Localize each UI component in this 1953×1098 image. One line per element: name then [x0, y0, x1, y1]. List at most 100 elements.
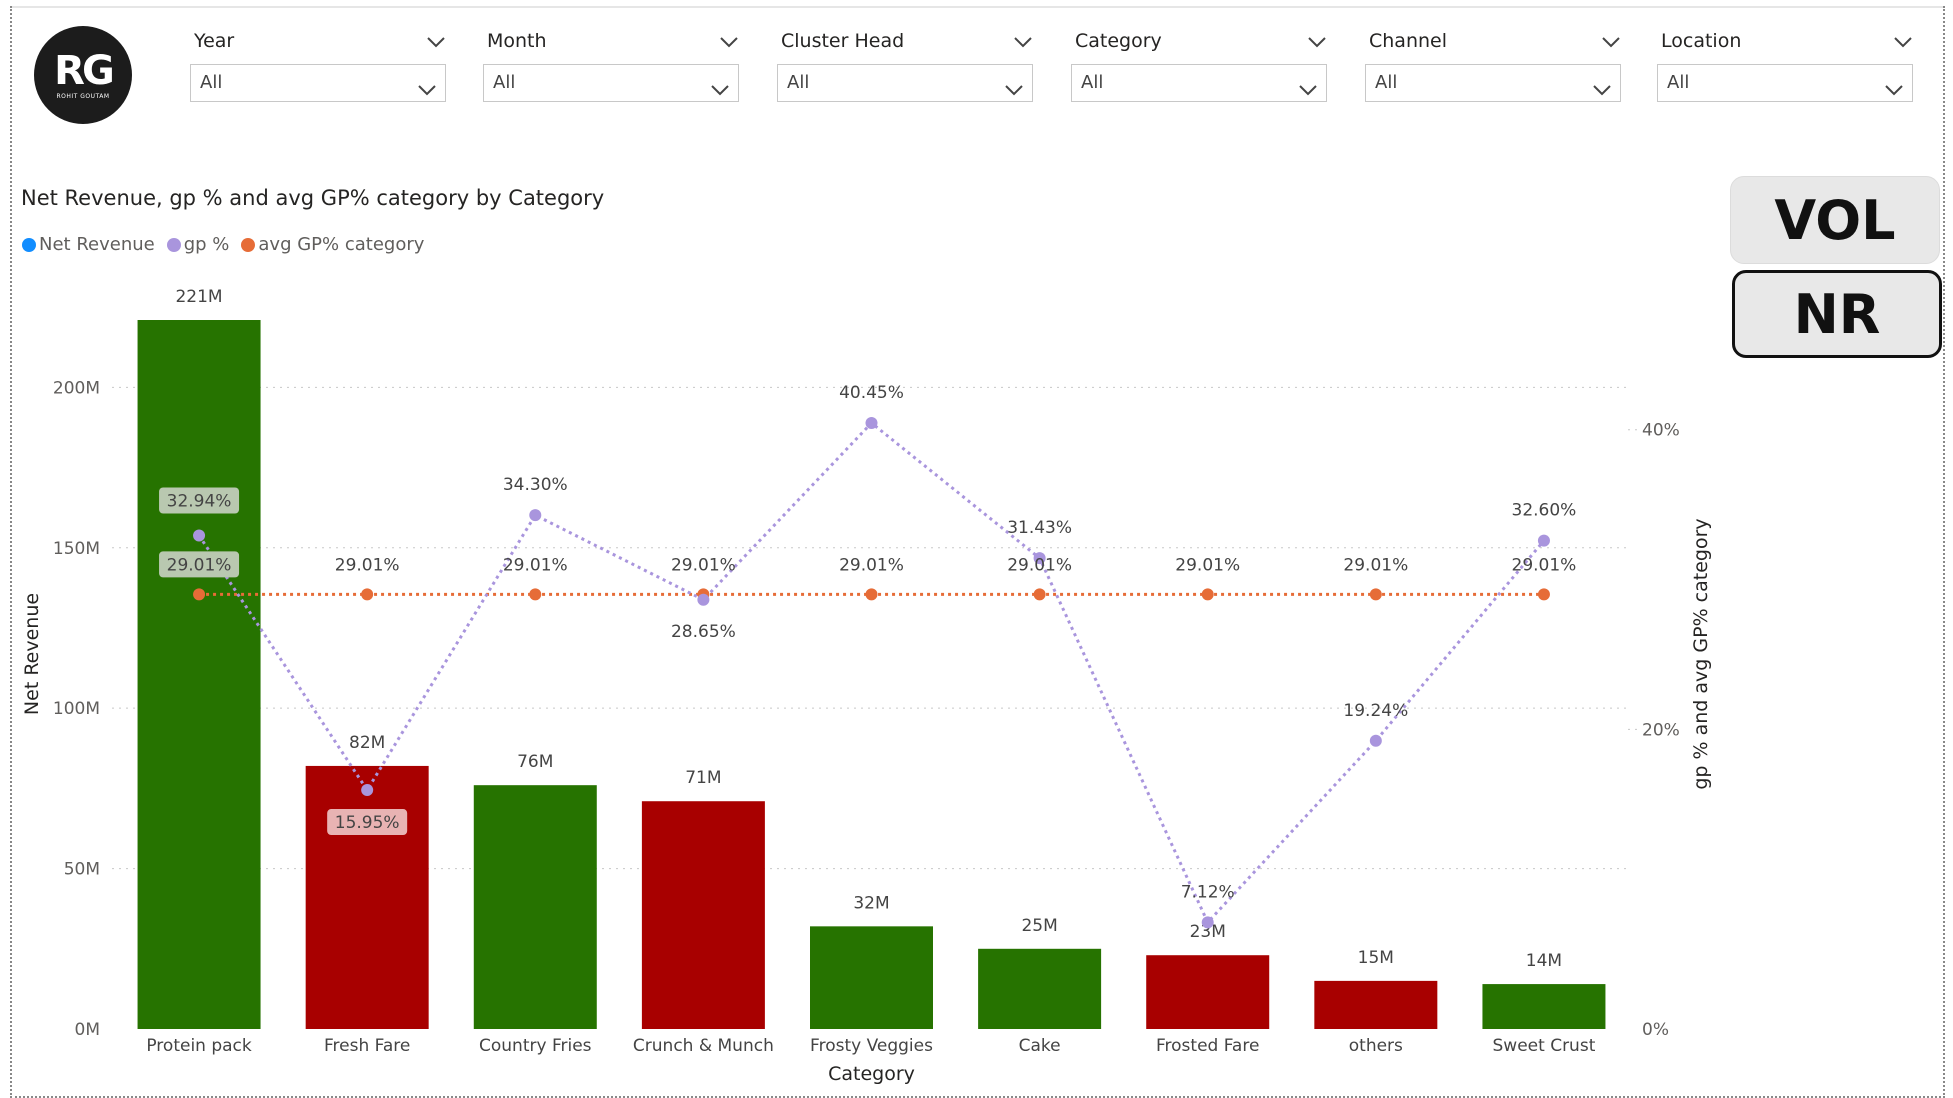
slicer-value-year: All — [200, 72, 223, 93]
avg-gp-point — [1369, 588, 1382, 601]
avg-gp-point — [1201, 588, 1214, 601]
slicer-header-month[interactable]: Month — [483, 26, 741, 56]
chevron-down-icon[interactable] — [710, 74, 730, 110]
bar — [137, 320, 261, 1029]
bar — [473, 785, 597, 1029]
avg-gp-data-label: 29.01% — [1512, 555, 1577, 575]
avg-gp-point — [1537, 588, 1550, 601]
avg-gp-point — [865, 588, 878, 601]
bar — [641, 801, 765, 1029]
logo-mark: RG — [54, 47, 115, 94]
slicer-dropdown-channel[interactable]: All — [1365, 64, 1621, 102]
vol-toggle-button[interactable]: VOL — [1730, 176, 1940, 264]
chevron-down-icon[interactable] — [1004, 74, 1024, 110]
x-tick-label: Country Fries — [479, 1036, 592, 1056]
x-tick-label: Cake — [1019, 1036, 1061, 1056]
chevron-down-icon[interactable] — [1307, 28, 1327, 58]
slicer-header-category[interactable]: Category — [1071, 26, 1329, 56]
chevron-down-icon[interactable] — [1601, 28, 1621, 58]
x-tick-label: Protein pack — [146, 1036, 252, 1056]
chevron-down-icon[interactable] — [1298, 74, 1318, 110]
slicer-value-category: All — [1081, 72, 1104, 93]
bar-data-label: 71M — [685, 768, 721, 788]
gp-point — [1369, 734, 1382, 747]
legend-label-gp-percent: gp % — [183, 234, 230, 255]
slicer-label-location: Location — [1661, 30, 1742, 52]
slicer-dropdown-month[interactable]: All — [483, 64, 739, 102]
slicer-header-year[interactable]: Year — [190, 26, 448, 56]
bar-data-label: 82M — [349, 733, 385, 753]
bar — [810, 926, 933, 1029]
logo: RG ROHIT GOUTAM — [34, 26, 132, 124]
bar-data-label: 221M — [175, 287, 222, 307]
y-axis-title: Net Revenue — [21, 593, 43, 715]
slicer-channel: Channel All — [1365, 26, 1623, 106]
slicer-label-month: Month — [487, 30, 547, 52]
chevron-down-icon[interactable] — [1884, 74, 1904, 110]
gp-point — [1537, 534, 1550, 547]
legend-item-net-revenue[interactable]: Net Revenue — [22, 234, 155, 255]
slicer-location: Location All — [1657, 26, 1915, 106]
slicer-header-location[interactable]: Location — [1657, 26, 1915, 56]
chevron-down-icon[interactable] — [417, 74, 437, 110]
slicer-header-cluster-head[interactable]: Cluster Head — [777, 26, 1035, 56]
y-tick-label: 50M — [64, 860, 100, 880]
gp-data-label: 34.30% — [503, 475, 568, 495]
gp-data-label: 32.94% — [167, 492, 232, 512]
avg-gp-data-label: 29.01% — [1007, 555, 1072, 575]
y2-tick-label: 0% — [1642, 1020, 1669, 1040]
slicer-dropdown-cluster-head[interactable]: All — [777, 64, 1033, 102]
avg-gp-data-label: 29.01% — [1343, 555, 1408, 575]
logo-subtitle: ROHIT GOUTAM — [56, 92, 110, 100]
y-tick-label: 0M — [75, 1020, 100, 1040]
bar-data-label: 32M — [853, 893, 889, 913]
avg-gp-data-label: 29.01% — [671, 555, 736, 575]
legend-dot-avg-gp-category — [241, 237, 256, 252]
gp-point — [361, 784, 374, 797]
chevron-down-icon[interactable] — [1592, 74, 1612, 110]
x-tick-label: Sweet Crust — [1493, 1036, 1596, 1056]
bar — [1314, 980, 1438, 1029]
chevron-down-icon[interactable] — [426, 28, 446, 58]
gp-point — [697, 593, 710, 606]
slicer-value-cluster-head: All — [787, 72, 810, 93]
bar — [305, 765, 429, 1029]
slicer-dropdown-location[interactable]: All — [1657, 64, 1913, 102]
top-divider — [10, 6, 1945, 8]
x-tick-label: Fresh Fare — [324, 1036, 410, 1056]
legend-dot-gp-percent — [166, 237, 181, 252]
chevron-down-icon[interactable] — [719, 28, 739, 58]
bar-data-label: 25M — [1021, 916, 1057, 936]
avg-gp-point — [361, 588, 374, 601]
legend-label-avg-gp-category: avg GP% category — [258, 234, 425, 255]
avg-gp-data-label: 29.01% — [839, 555, 904, 575]
x-tick-label: others — [1349, 1036, 1403, 1056]
report-frame — [10, 6, 1945, 1098]
slicer-label-channel: Channel — [1369, 30, 1448, 52]
chevron-down-icon[interactable] — [1013, 28, 1033, 58]
slicer-value-location: All — [1667, 72, 1690, 93]
gp-point — [1201, 916, 1214, 929]
slicer-dropdown-category[interactable]: All — [1071, 64, 1327, 102]
nr-toggle-button[interactable]: NR — [1732, 270, 1942, 358]
legend-item-gp-percent[interactable]: gp % — [166, 234, 230, 255]
gp-data-label: 7.12% — [1181, 882, 1235, 902]
gp-point — [1033, 552, 1046, 565]
gp-data-label: 15.95% — [335, 813, 400, 833]
gp-label-background — [159, 487, 240, 514]
chart-legend: Net Revenue gp % avg GP% category — [22, 234, 424, 255]
y2-tick-label: 20% — [1642, 720, 1680, 740]
y2-axis-title: gp % and avg GP% category — [1690, 518, 1712, 789]
slicer-header-channel[interactable]: Channel — [1365, 26, 1623, 56]
legend-item-avg-gp-category[interactable]: avg GP% category — [241, 234, 424, 255]
slicer-dropdown-year[interactable]: All — [190, 64, 446, 102]
chevron-down-icon[interactable] — [1893, 28, 1913, 58]
slicer-label-year: Year — [194, 30, 235, 52]
slicer-label-cluster-head: Cluster Head — [781, 30, 905, 52]
y-tick-label: 200M — [53, 378, 100, 398]
bar — [1482, 984, 1606, 1029]
x-tick-label: Frosted Fare — [1156, 1036, 1259, 1056]
bar-data-label: 76M — [517, 752, 553, 772]
slicer-value-month: All — [493, 72, 516, 93]
avg-gp-data-label: 29.01% — [503, 555, 568, 575]
